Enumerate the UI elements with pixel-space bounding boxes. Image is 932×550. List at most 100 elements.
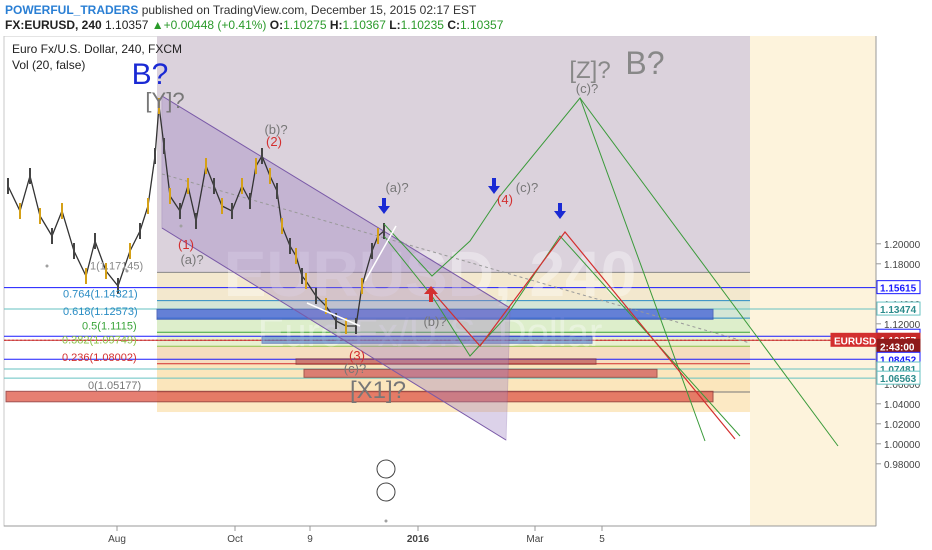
y-tick-label: 1.18000 bbox=[884, 260, 921, 271]
wave-label: B? bbox=[132, 58, 169, 91]
chart-title-block: Euro Fx/U.S. Dollar, 240, FXCM Vol (20, f… bbox=[12, 42, 182, 72]
channel-layer bbox=[161, 95, 751, 441]
fib-label: 1(1.17145) bbox=[90, 260, 143, 272]
wave-line bbox=[364, 225, 397, 282]
boxes-layer bbox=[5, 308, 714, 403]
y-tick-label: 1.00000 bbox=[884, 440, 921, 451]
green-projection bbox=[383, 97, 706, 442]
wave-label: (b)? bbox=[264, 122, 287, 137]
wave-label: (c)? bbox=[344, 361, 366, 376]
published-text: published on TradingView.com, December 1… bbox=[141, 3, 477, 17]
wave-line bbox=[306, 302, 361, 327]
y-axis: 1.200001.180001.160001.140001.120001.100… bbox=[830, 36, 932, 526]
labels-layer: B?[Y]?(b)?(2)(1)(a)?(a)?(4)(c)?(b)?(3)(c… bbox=[62, 45, 665, 404]
fib-zone bbox=[157, 36, 750, 273]
y-tick-label: 1.06000 bbox=[884, 380, 921, 391]
high-value: 1.10367 bbox=[342, 18, 386, 32]
flag-ca-icon bbox=[376, 482, 396, 502]
close-value: 1.10357 bbox=[459, 18, 504, 32]
wave-label: (4) bbox=[497, 192, 513, 207]
low-value: 1.10235 bbox=[400, 18, 444, 32]
wave-label: B? bbox=[625, 45, 664, 81]
indicator-label: Vol (20, false) bbox=[12, 58, 85, 72]
x-tick-label: 9 bbox=[307, 534, 313, 545]
wave-label: (c)? bbox=[576, 81, 598, 96]
dot-marker bbox=[125, 269, 129, 273]
wave-label: (3) bbox=[349, 348, 365, 363]
wave-label: (a)? bbox=[180, 252, 203, 267]
wave-label: [X1]? bbox=[350, 377, 406, 404]
price-badge-label: 1.07481 bbox=[880, 365, 917, 376]
support-box bbox=[295, 358, 597, 365]
price-change: +0.00448 (+0.41%) bbox=[163, 18, 267, 32]
chart-title: Euro Fx/U.S. Dollar, 240, FXCM bbox=[12, 42, 182, 56]
last-price: 1.10357 bbox=[105, 18, 149, 32]
x-tick-label: 5 bbox=[599, 534, 605, 545]
flag-us-icon bbox=[376, 459, 396, 479]
author-link[interactable]: POWERFUL_TRADERS bbox=[5, 3, 139, 17]
y-tick-label: 1.02000 bbox=[884, 420, 921, 431]
down-arrow-icon bbox=[378, 198, 390, 214]
close-label: C: bbox=[447, 18, 460, 32]
green-projection-3 bbox=[579, 97, 839, 447]
fib-label: 0.382(1.09749) bbox=[62, 334, 137, 346]
x-tick-label: Mar bbox=[526, 534, 544, 545]
low-label: L: bbox=[389, 18, 401, 32]
down-arrow-icon bbox=[488, 178, 500, 194]
fib-label: 0.5(1.1115) bbox=[82, 320, 137, 332]
fib-zone bbox=[750, 36, 876, 526]
fib-label: 0.236(1.08002) bbox=[62, 352, 137, 364]
dot-marker bbox=[45, 264, 49, 268]
price-badge bbox=[876, 370, 921, 385]
x-tick-label: 2016 bbox=[407, 534, 430, 545]
fib-label: 0.618(1.12573) bbox=[63, 306, 138, 318]
wave-label: [Z]? bbox=[569, 57, 610, 84]
y-tick-label: 1.04000 bbox=[884, 400, 921, 411]
symbol-label: FX:EURUSD, 240 bbox=[5, 18, 102, 32]
y-tick-label: 0.98000 bbox=[884, 460, 921, 471]
projection-layer bbox=[383, 97, 839, 447]
demand-box bbox=[5, 390, 714, 403]
wave-label: (b)? bbox=[423, 314, 446, 329]
pivot-box bbox=[261, 335, 593, 344]
x-tick-label: Aug bbox=[108, 534, 126, 545]
channel-lower bbox=[161, 227, 507, 441]
support-box bbox=[303, 368, 658, 378]
wave-label: (a)? bbox=[385, 180, 408, 195]
fib-zone bbox=[157, 272, 750, 301]
price-badge bbox=[876, 280, 921, 295]
green-projection-2 bbox=[383, 235, 741, 437]
price-badge-label: 1.06563 bbox=[880, 374, 917, 385]
fib-label: 0.764(1.14321) bbox=[63, 289, 138, 301]
open-label: O: bbox=[269, 18, 284, 32]
publish-line: POWERFUL_TRADERS published on TradingVie… bbox=[5, 3, 476, 17]
x-axis: Aug Oct 9 2016 Mar 5 bbox=[4, 525, 876, 548]
up-arrow-icon: ▲ bbox=[151, 18, 164, 32]
x-tick-label: Oct bbox=[227, 534, 243, 545]
price-badge bbox=[876, 301, 921, 316]
high-label: H: bbox=[329, 18, 343, 32]
wave-label: (1) bbox=[178, 237, 194, 252]
y-tick-label: 1.20000 bbox=[884, 240, 921, 251]
price-badge-label: 1.08452 bbox=[880, 355, 917, 366]
dot-marker bbox=[179, 224, 183, 228]
channel-upper bbox=[161, 95, 511, 309]
price-badge-label: 2:43:00 bbox=[880, 342, 915, 353]
marks-layer bbox=[306, 178, 566, 502]
y-tick-label: 1.12000 bbox=[884, 320, 921, 331]
wave-label: (2) bbox=[266, 134, 282, 149]
resistance-box bbox=[156, 308, 714, 320]
fib-zone bbox=[157, 318, 750, 333]
fib-label: 0(1.05177) bbox=[88, 380, 141, 392]
dot-marker bbox=[384, 519, 388, 523]
price-badge-label: EURUSD bbox=[834, 336, 876, 347]
x-axis-bg bbox=[4, 526, 876, 548]
down-arrow-icon bbox=[554, 203, 566, 219]
red-projection bbox=[431, 231, 736, 440]
price-badge-label: 1.15615 bbox=[880, 284, 917, 295]
wave-label: [Y]? bbox=[145, 88, 184, 113]
open-value: 1.10275 bbox=[283, 18, 327, 32]
price-badge-label: 1.13474 bbox=[880, 305, 917, 316]
wave-label: (c)? bbox=[516, 180, 538, 195]
